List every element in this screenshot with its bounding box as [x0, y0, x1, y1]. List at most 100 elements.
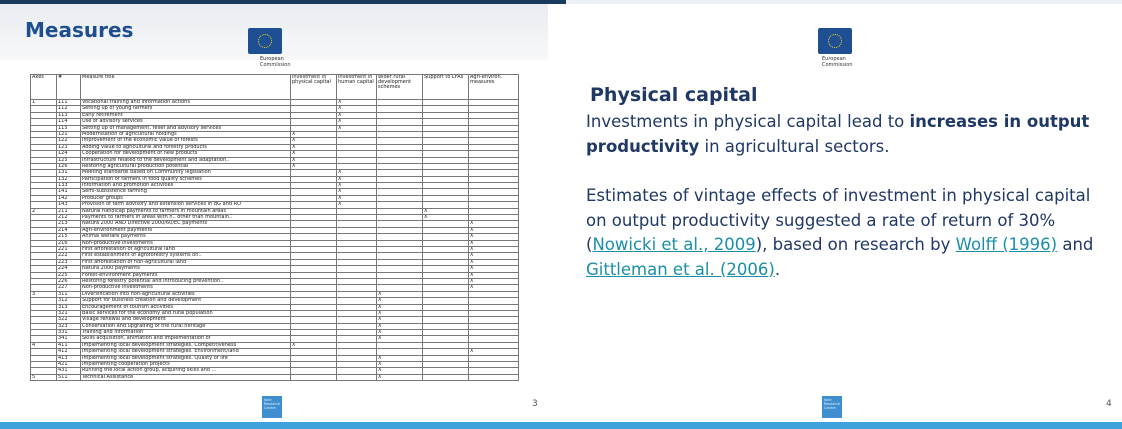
table-row: 112 Setting up of young farmers X	[30, 105, 519, 113]
table-row: 222 First establishment of agroforestry s…	[30, 252, 519, 260]
table-row: 223 First afforestation of non-agricultur…	[30, 258, 519, 267]
table-row: 226 Restoring forestry potential and intr…	[30, 277, 519, 286]
slide: Measures European Commission Axes # Measur…	[0, 4, 548, 422]
logo-caption: European Commission	[822, 56, 853, 68]
header-cell: #	[56, 74, 81, 100]
table-cell	[468, 297, 519, 305]
table-row: 321 Basic services for the economy and ru…	[30, 309, 519, 318]
table-row: 114 Use of advisory services X	[30, 118, 519, 126]
table-cell	[468, 360, 519, 369]
table-cell	[290, 373, 337, 382]
table-row: 322 Village renewal and development X	[30, 316, 519, 324]
table-row: 221 First afforestation of agricultural l…	[30, 245, 519, 254]
table-row: 3 311 Diversification into non-agricultura…	[30, 290, 519, 299]
table-cell	[468, 111, 519, 120]
table-cell	[336, 373, 377, 382]
separator	[548, 4, 566, 422]
table-row: 341 Skills acquisition, animation and imp…	[30, 335, 519, 343]
page-number: 4	[1106, 399, 1112, 409]
header-cell: Support to LFAs	[422, 74, 469, 100]
text: .	[774, 259, 781, 279]
table-cell: X	[468, 265, 519, 273]
table-row: 313 Encouragement of tourism activities X	[30, 303, 519, 311]
table-cell: X	[468, 277, 519, 286]
table-row: 421 Implementing cooperation projects X	[30, 360, 519, 369]
top-bar	[566, 0, 1122, 4]
table-row: 413 Implementing local development strate…	[30, 354, 519, 363]
table-cell: 5	[30, 373, 57, 382]
table-cell	[468, 290, 519, 299]
table-cell	[468, 309, 519, 318]
table-cell	[468, 373, 519, 382]
table-cell	[468, 329, 519, 337]
table-cell: X	[468, 348, 519, 356]
logo-stars	[828, 34, 842, 48]
eu-logo	[818, 28, 852, 54]
paragraph: Investments in physical capital lead to …	[586, 110, 1116, 159]
table-row: 115 Setting up of management, relief and …	[30, 124, 519, 132]
jrc-logo: Joint Research Centre	[822, 396, 842, 418]
table-row: 126 Restoring agricultural production pot…	[30, 162, 519, 171]
table-cell	[468, 303, 519, 311]
slide: European Commission Physical capital Inv…	[566, 4, 1122, 422]
reference-link[interactable]: Gittleman et al. (2006)	[586, 259, 775, 279]
text: Investments in physical capital lead to	[586, 112, 910, 131]
text: in agricultural sectors.	[699, 136, 890, 156]
header-cell: Axes	[30, 74, 57, 100]
slide-title: Measures	[25, 18, 134, 42]
jrc-logo: Joint Research Centre	[262, 396, 282, 418]
table-cell: X	[468, 271, 519, 279]
bold-text: increases in output productivity	[586, 112, 1090, 156]
text: Estimates of vintage effects of investme…	[586, 186, 1091, 254]
table-cell	[468, 367, 519, 375]
table-cell	[468, 354, 519, 363]
table-cell	[468, 316, 519, 324]
header-cell: investment in physical capital	[290, 74, 337, 100]
logo-stars	[258, 34, 272, 48]
table-cell: X	[468, 252, 519, 260]
table-row: 131 Meeting standards based on Community …	[30, 169, 519, 177]
table-cell	[468, 341, 519, 350]
table-row: 431 Running the local action group, acqui…	[30, 367, 519, 375]
table-cell: X	[468, 258, 519, 267]
measures-table: Axes # Measure title investment in physical…	[30, 74, 519, 382]
page-number: 3	[532, 399, 538, 409]
table-row: 323 Conservation and upgrading of the rur…	[30, 322, 519, 331]
table-cell	[468, 98, 519, 107]
table-row: 5 511 Technical Assistance X	[30, 373, 519, 382]
eu-logo	[248, 28, 282, 54]
header-cell: wider rural development schemes	[376, 74, 423, 100]
paragraph: Estimates of vintage effects of investme…	[586, 184, 1116, 282]
table-cell	[468, 335, 519, 343]
table-row: 224 Natura 2000 payments X	[30, 265, 519, 273]
table-row: 113 Early retirement X	[30, 111, 519, 120]
table-row: 225 Forest-environment payments X	[30, 271, 519, 279]
header-cell: Agri-environ. measures	[468, 74, 519, 100]
table-row: 312 Support for business creation and dev…	[30, 297, 519, 305]
table-cell: Technical Assistance	[80, 373, 291, 382]
text: ), based on research by	[755, 235, 956, 254]
table-cell: 511	[56, 373, 81, 382]
table-cell	[468, 105, 519, 113]
header-cell: Measure title	[80, 74, 291, 100]
slide-heading: Physical capital	[590, 84, 758, 106]
reference-link[interactable]: Nowicki et al., 2009	[592, 235, 756, 254]
text: and	[1057, 235, 1094, 254]
top-bar	[0, 0, 566, 4]
table-row: 331 Training and information X	[30, 329, 519, 337]
table-cell	[422, 373, 469, 382]
table-row: 412 Implementing local development strate…	[30, 348, 519, 356]
header-cell: investment in human capital	[336, 74, 377, 100]
table-row: 227 Non-productive investments X	[30, 284, 519, 292]
table-cell: X	[468, 284, 519, 292]
table-cell	[468, 118, 519, 126]
table-row: 4 411 Implementing local development strat…	[30, 341, 519, 350]
table-cell: X	[376, 373, 423, 382]
bottom-bar	[0, 422, 1122, 429]
table-cell	[468, 322, 519, 331]
header-row: Axes # Measure title investment in physical…	[30, 74, 519, 100]
logo-caption: European Commission	[260, 56, 291, 68]
reference-link[interactable]: Wolff (1996)	[955, 235, 1058, 254]
table-row: 1 111 Vocational training and information …	[30, 98, 519, 107]
